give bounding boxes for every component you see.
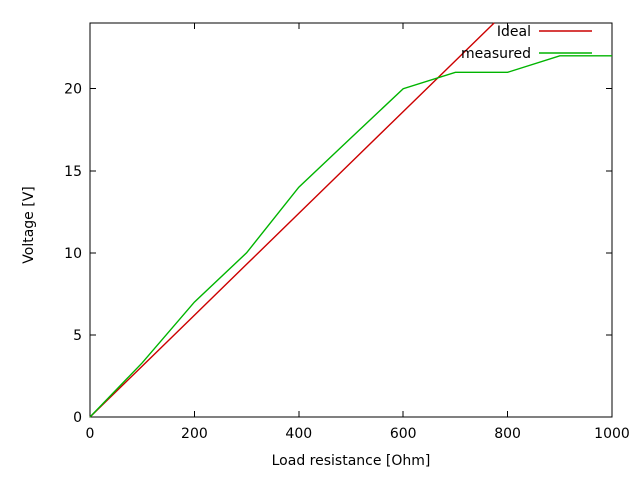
y-tick-label: 5: [73, 328, 82, 344]
series-line-ideal: [89, 22, 495, 418]
y-tick-label: 10: [64, 246, 82, 262]
x-tick-label: 1000: [594, 426, 630, 442]
x-tick-label: 400: [285, 426, 312, 442]
legend-label-measured: measured: [461, 46, 531, 62]
x-axis-tick-labels: 0 200 400 600 800 1000: [86, 426, 630, 442]
x-tick-label: 600: [390, 426, 417, 442]
plot-border: [89, 22, 613, 418]
y-axis-tick-labels: 0 5 10 15 20: [64, 82, 82, 426]
x-tick-label: 200: [181, 426, 208, 442]
data-series-lines: [89, 22, 612, 418]
y-tick-label: 20: [64, 82, 82, 98]
legend: Ideal measured: [461, 24, 592, 62]
legend-label-ideal: Ideal: [497, 24, 531, 40]
x-tick-label: 0: [86, 426, 95, 442]
series-line-measured: [89, 55, 612, 418]
axis-ticks: [89, 23, 613, 418]
y-tick-label: 15: [64, 164, 82, 180]
x-axis-title: Load resistance [Ohm]: [272, 453, 431, 469]
y-tick-label: 0: [73, 410, 82, 426]
y-axis-title: Voltage [V]: [21, 186, 37, 263]
x-tick-label: 800: [494, 426, 521, 442]
